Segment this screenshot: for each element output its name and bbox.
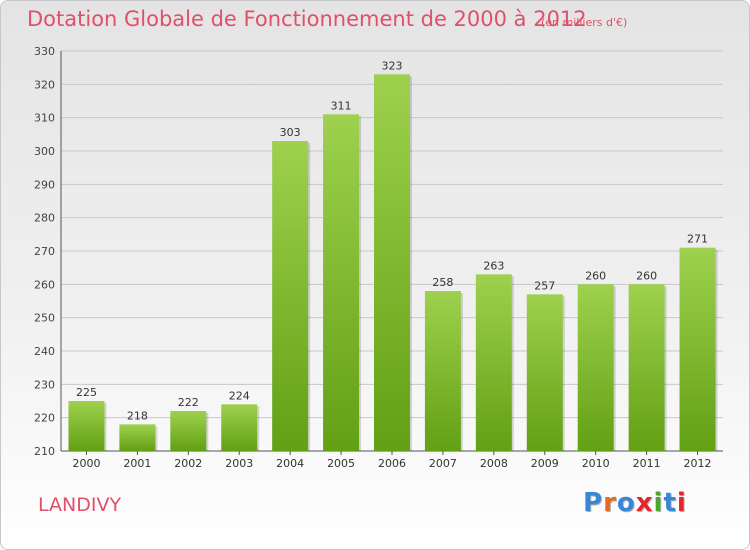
bars <box>68 74 718 451</box>
x-tick-label: 2001 <box>123 457 151 470</box>
bar-value-label: 218 <box>127 409 148 422</box>
bar-value-label: 303 <box>280 126 301 139</box>
labels: 210 220 230 240 250 260 270 280 290 300 310 320 330 2… <box>34 45 712 470</box>
y-tick-label: 210 <box>34 445 55 458</box>
logo-letter: o <box>616 488 636 518</box>
logo-letter: i <box>676 488 687 518</box>
logo-letter: t <box>663 488 677 518</box>
y-tick-label: 250 <box>34 312 55 325</box>
y-tick-label: 320 <box>34 78 55 91</box>
x-tick-label: 2011 <box>633 457 661 470</box>
bar <box>119 424 156 451</box>
bar <box>679 247 716 451</box>
x-tick-label: 2007 <box>429 457 457 470</box>
bar-value-label: 311 <box>331 99 352 112</box>
bar <box>68 401 105 451</box>
bar <box>272 141 309 451</box>
bar-value-label: 258 <box>432 276 453 289</box>
bar <box>374 74 410 451</box>
bar-value-label: 257 <box>534 279 555 292</box>
bar-value-label: 225 <box>76 386 97 399</box>
bar-value-label: 260 <box>636 269 657 282</box>
x-tick-label: 2009 <box>531 457 559 470</box>
bar <box>170 411 207 451</box>
x-tick-label: 2008 <box>480 457 508 470</box>
y-tick-label: 240 <box>34 345 55 358</box>
bar <box>323 114 360 451</box>
bar <box>221 404 258 451</box>
y-tick-label: 310 <box>34 112 55 125</box>
x-tick-label: 2004 <box>276 457 304 470</box>
y-tick-label: 300 <box>34 145 55 158</box>
y-tick-label: 270 <box>34 245 55 258</box>
commune-name: LANDIVY <box>38 494 122 516</box>
bar <box>577 284 614 451</box>
bar-value-label: 271 <box>687 233 708 246</box>
bar <box>526 294 563 451</box>
chart-title: Dotation Globale de Fonctionnement de 20… <box>27 7 587 31</box>
x-tick-label: 2005 <box>327 457 355 470</box>
bar-value-label: 263 <box>483 259 504 272</box>
x-tick-label: 2006 <box>378 457 406 470</box>
y-tick-label: 230 <box>34 378 55 391</box>
bar <box>628 284 665 451</box>
x-tick-label: 2002 <box>174 457 202 470</box>
bar-value-label: 222 <box>178 396 199 409</box>
y-tick-label: 220 <box>34 412 55 425</box>
bar-value-label: 260 <box>585 269 606 282</box>
bar <box>475 274 512 451</box>
x-tick-label: 2003 <box>225 457 253 470</box>
x-tick-label: 2000 <box>72 457 100 470</box>
y-tick-label: 280 <box>34 212 55 225</box>
x-tick-label: 2012 <box>684 457 712 470</box>
y-tick-label: 290 <box>34 178 55 191</box>
chart-subtitle: (en milliers d'€) <box>541 16 628 29</box>
logo-letter: P <box>583 488 604 518</box>
proxiti-logo[interactable]: Proxiti <box>583 488 687 518</box>
y-tick-label: 260 <box>34 278 55 291</box>
logo-letter: r <box>603 488 617 518</box>
bar <box>424 291 461 451</box>
logo-letter: i <box>653 488 664 518</box>
x-tick-label: 2010 <box>582 457 610 470</box>
bar-value-label: 224 <box>229 389 250 402</box>
y-tick-label: 330 <box>34 45 55 58</box>
logo-letter: x <box>635 488 654 518</box>
bar-value-label: 323 <box>382 59 403 72</box>
